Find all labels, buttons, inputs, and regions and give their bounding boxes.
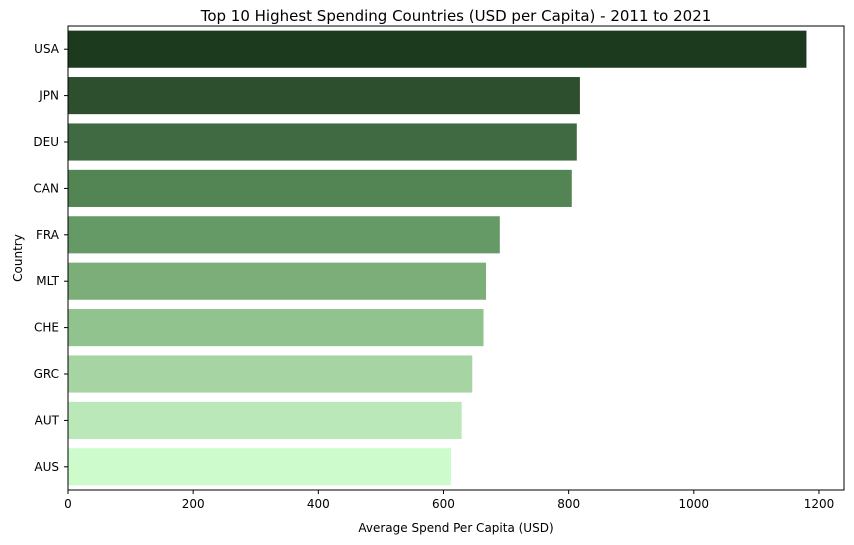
- bar-deu: [68, 123, 577, 161]
- y-tick-label: CAN: [33, 181, 59, 195]
- y-tick-label: AUS: [34, 460, 59, 474]
- x-tick-label: 1000: [679, 497, 710, 511]
- x-tick-label: 200: [182, 497, 205, 511]
- bar-mlt: [68, 262, 487, 300]
- x-axis-label: Average Spend Per Capita (USD): [358, 521, 553, 535]
- plot-frame: [67, 25, 845, 491]
- x-tick-label: 400: [307, 497, 330, 511]
- y-tick-label: USA: [34, 42, 60, 56]
- x-tick-label: 1200: [804, 497, 835, 511]
- x-ticks-group: 0 200 400 600 800 1000 1200: [64, 490, 834, 511]
- x-tick-label: 0: [64, 497, 72, 511]
- bar-usa: [68, 30, 807, 68]
- y-tick-label: AUT: [35, 413, 60, 427]
- y-tick-label: DEU: [33, 135, 59, 149]
- bar-grc: [68, 355, 473, 393]
- y-tick-label: JPN: [38, 89, 59, 103]
- bar-can: [68, 169, 572, 207]
- y-ticks-group: USA JPN DEU CAN FRA MLT CHE GRC AUT AUS: [33, 42, 68, 474]
- bar-fra: [68, 216, 500, 254]
- bar-aus: [68, 448, 451, 486]
- y-tick-label: GRC: [34, 367, 59, 381]
- y-tick-label: MLT: [36, 274, 59, 288]
- y-tick-label: CHE: [34, 321, 59, 335]
- chart-title: Top 10 Highest Spending Countries (USD p…: [200, 7, 712, 25]
- bar-jpn: [68, 77, 580, 115]
- x-tick-label: 800: [557, 497, 580, 511]
- bar-che: [68, 309, 484, 347]
- bars-group: [68, 30, 807, 486]
- y-axis-label: Country: [11, 234, 25, 282]
- y-tick-label: FRA: [36, 228, 60, 242]
- x-tick-label: 600: [432, 497, 455, 511]
- bar-aut: [68, 401, 462, 439]
